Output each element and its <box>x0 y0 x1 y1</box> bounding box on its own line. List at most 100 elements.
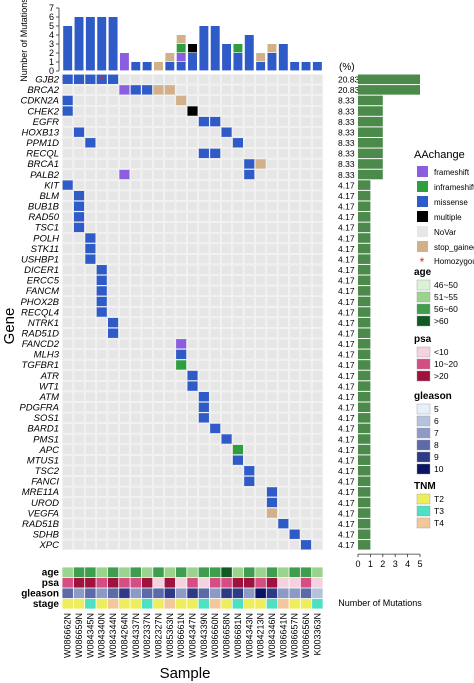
matrix-cell-novar <box>96 137 108 148</box>
right-bar <box>358 370 371 381</box>
matrix-cell-novar <box>153 264 164 275</box>
matrix-cell-novar <box>187 233 198 243</box>
matrix-cell-novar <box>243 275 255 286</box>
matrix-cell-novar <box>85 106 96 116</box>
matrix-cell-novar <box>300 508 312 519</box>
mutation-cell-missense <box>198 413 209 423</box>
matrix-cell-novar <box>175 444 187 455</box>
matrix-cell-novar <box>255 338 266 349</box>
matrix-cell-novar <box>266 317 278 328</box>
matrix-cell-novar <box>164 444 176 455</box>
matrix-cell-novar <box>198 211 210 222</box>
matrix-cell-novar <box>198 180 210 191</box>
matrix-cell-novar <box>85 465 96 476</box>
top-bar <box>301 62 311 71</box>
matrix-cell-novar <box>141 106 153 116</box>
clinical-cell-stage <box>244 598 255 609</box>
matrix-cell-novar <box>107 338 119 349</box>
matrix-cell-novar <box>209 508 221 519</box>
clinical-cell-stage <box>107 598 119 609</box>
matrix-cell-novar <box>164 317 176 328</box>
top-bar <box>188 53 197 71</box>
clinical-cell-stage <box>153 598 164 609</box>
matrix-cell-novar <box>141 423 153 434</box>
matrix-cell-novar <box>300 158 312 169</box>
matrix-cell-novar <box>62 243 73 254</box>
matrix-cell-novar <box>107 455 119 466</box>
mutation-cell-missense <box>73 212 85 222</box>
matrix-cell-novar <box>266 148 278 159</box>
matrix-cell-novar <box>164 169 176 180</box>
matrix-cell-novar <box>198 307 210 317</box>
clinical-cell-gleason <box>278 588 289 599</box>
matrix-cell-novar <box>187 423 198 434</box>
matrix-cell-novar <box>164 148 176 159</box>
matrix-cell-novar <box>278 402 289 413</box>
matrix-cell-novar <box>175 211 187 222</box>
clinical-track-label: psa <box>42 578 60 589</box>
matrix-cell-novar <box>300 95 312 106</box>
matrix-cell-novar <box>278 254 289 265</box>
right-bar <box>358 275 371 286</box>
matrix-cell-novar <box>107 169 119 180</box>
matrix-cell-novar <box>130 508 142 519</box>
right-bar-xlabel: Number of Mutations <box>338 598 422 608</box>
matrix-cell-novar <box>96 222 108 233</box>
matrix-cell-novar <box>198 360 210 370</box>
matrix-cell-novar <box>130 243 142 254</box>
matrix-cell-novar <box>312 169 323 180</box>
matrix-cell-novar <box>209 381 221 392</box>
mutation-cell-missense <box>266 497 278 508</box>
matrix-cell-novar <box>312 360 323 370</box>
matrix-cell-novar <box>85 296 96 307</box>
gene-percent-label: 4.17 <box>338 434 355 444</box>
matrix-cell-novar <box>130 285 142 296</box>
matrix-cell-novar <box>85 275 96 286</box>
matrix-cell-novar <box>266 74 278 85</box>
matrix-cell-novar <box>198 74 210 85</box>
top-bar <box>233 44 243 53</box>
matrix-cell-novar <box>312 307 323 317</box>
matrix-cell-novar <box>278 233 289 243</box>
matrix-cell-novar <box>153 455 164 466</box>
matrix-cell-novar <box>243 412 255 423</box>
matrix-cell-novar <box>300 285 312 296</box>
clinical-cell-psa <box>300 577 312 588</box>
matrix-cell-novar <box>221 381 232 392</box>
matrix-cell-novar <box>164 222 176 233</box>
matrix-cell-novar <box>243 539 255 550</box>
matrix-cell-novar <box>278 106 289 116</box>
matrix-cell-novar <box>266 137 278 148</box>
matrix-cell-novar <box>175 74 187 85</box>
matrix-cell-novar <box>209 254 221 265</box>
matrix-cell-novar <box>312 127 323 138</box>
matrix-cell-novar <box>243 148 255 159</box>
matrix-cell-novar <box>164 381 176 392</box>
matrix-cell-novar <box>73 296 85 307</box>
matrix-cell-novar <box>153 486 164 497</box>
matrix-cell-novar <box>62 476 73 487</box>
clinical-cell-age <box>130 567 142 578</box>
gene-percent-label: 4.17 <box>338 307 355 317</box>
matrix-cell-novar <box>85 455 96 466</box>
matrix-cell-novar <box>187 243 198 254</box>
matrix-cell-novar <box>119 127 130 138</box>
top-bar <box>119 53 129 71</box>
matrix-cell-novar <box>175 402 187 413</box>
matrix-cell-novar <box>107 106 119 116</box>
matrix-cell-novar <box>221 148 232 159</box>
clinical-cell-gleason <box>164 588 176 599</box>
matrix-cell-novar <box>62 190 73 201</box>
matrix-cell-novar <box>243 285 255 296</box>
matrix-cell-novar <box>164 412 176 423</box>
matrix-cell-novar <box>164 116 176 127</box>
clinical-cell-gleason <box>221 588 232 599</box>
matrix-cell-novar <box>266 275 278 286</box>
matrix-cell-novar <box>107 127 119 138</box>
matrix-cell-novar <box>175 285 187 296</box>
matrix-cell-novar <box>96 539 108 550</box>
top-bar <box>176 53 186 62</box>
matrix-cell-novar <box>141 222 153 233</box>
matrix-cell-novar <box>278 275 289 286</box>
matrix-cell-novar <box>153 190 164 201</box>
